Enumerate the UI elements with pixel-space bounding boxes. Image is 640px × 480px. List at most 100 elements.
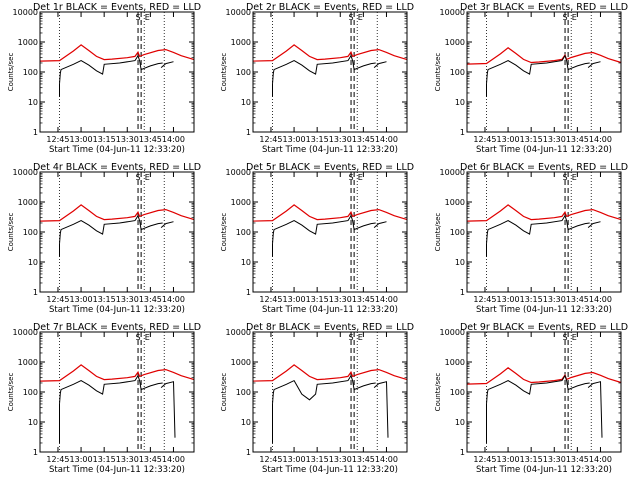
marker-label: S [563,173,568,182]
series-events-segment [373,381,389,438]
plot-frame [252,331,408,453]
marker-label: S [136,13,141,22]
panel-title: Det 5r BLACK = Events, RED = LLD [246,162,414,173]
y-tick-label: 10000 [440,8,465,17]
x-tick-label: 13:15 [93,295,116,304]
x-tick-label: 13:45 [139,455,162,464]
series-events-segment [373,61,387,68]
marker-label: S [136,173,141,182]
x-axis-label: Start Time (04-Jun-11 12:33:20) [262,145,398,155]
x-tick-label: 13:30 [116,455,139,464]
x-tick-label: 13:30 [329,295,352,304]
y-axis-label: Counts/sec [220,373,228,412]
marker-label: E [145,173,150,182]
y-axis-label: Counts/sec [7,373,15,412]
y-tick-label: 10000 [13,8,38,17]
x-axis-label: Start Time (04-Jun-11 12:33:20) [476,305,612,315]
y-tick-label: 100 [236,388,251,397]
y-axis-label: Counts/sec [7,53,15,92]
x-tick-label: 13:00 [497,455,520,464]
y-tick-label: 1000 [18,38,38,47]
y-tick-label: 100 [450,68,465,77]
panel-title: Det 8r BLACK = Events, RED = LLD [246,322,414,333]
plot-frame [466,11,622,133]
x-tick-label: 13:45 [352,135,375,144]
series-events [486,214,590,244]
x-tick-label: 12:45 [259,135,282,144]
panel-title: Det 9r BLACK = Events, RED = LLD [460,322,628,333]
x-tick-label: 13:00 [70,295,93,304]
y-tick-label: 10 [241,98,251,107]
panel-title: Det 6r BLACK = Events, RED = LLD [460,162,628,173]
x-tick-label: 13:45 [352,295,375,304]
y-tick-label: 10000 [440,328,465,337]
y-tick-label: 1 [460,288,465,297]
y-tick-label: 10 [241,258,251,267]
y-axis-label: Counts/sec [220,53,228,92]
y-tick-label: 1 [33,448,38,457]
x-tick-label: 13:30 [116,295,139,304]
marker-label: S [349,333,354,342]
x-tick-label: 12:45 [46,295,69,304]
marker-label: E [145,13,150,22]
y-tick-label: 1 [460,128,465,137]
x-tick-label: 14:00 [589,455,612,464]
series-events [272,214,376,244]
y-tick-label: 1000 [231,38,251,47]
x-tick-label: 12:45 [473,135,496,144]
x-tick-label: 13:15 [306,135,329,144]
plot-frame [39,11,195,133]
x-tick-label: 13:15 [306,295,329,304]
series-events [486,54,590,84]
series-lld [466,204,622,222]
y-tick-label: 10000 [226,328,251,337]
series-events-segment [373,221,387,228]
x-tick-label: 14:00 [162,455,185,464]
x-axis-label: Start Time (04-Jun-11 12:33:20) [262,465,398,475]
x-axis-label: Start Time (04-Jun-11 12:33:20) [476,465,612,475]
series-events [59,374,163,404]
plot-frame [39,171,195,293]
x-tick-label: 12:45 [259,295,282,304]
series-lld [39,44,195,62]
x-tick-label: 14:00 [375,135,398,144]
y-tick-label: 100 [23,388,38,397]
series-events-segment [160,221,174,228]
series-lld [252,204,408,222]
marker-label: S [563,13,568,22]
y-axis-label: Counts/sec [434,213,442,252]
x-tick-label: 12:45 [473,455,496,464]
marker-label: S [349,13,354,22]
series-events [59,214,163,244]
y-tick-label: 1000 [445,358,465,367]
y-tick-label: 10 [28,258,38,267]
y-tick-label: 10000 [440,168,465,177]
y-tick-label: 100 [23,228,38,237]
y-tick-label: 10 [28,98,38,107]
marker-label: E [572,333,577,342]
series-events-segment [587,221,601,228]
x-tick-label: 13:30 [329,135,352,144]
x-tick-label: 13:00 [497,135,520,144]
y-tick-label: 1 [246,448,251,457]
y-tick-label: 1000 [445,198,465,207]
y-tick-label: 100 [236,228,251,237]
y-tick-label: 10 [241,418,251,427]
x-tick-label: 14:00 [375,295,398,304]
panel-title: Det 2r BLACK = Events, RED = LLD [246,2,414,13]
x-tick-label: 13:15 [93,135,116,144]
marker-label: S [136,333,141,342]
x-tick-label: 13:45 [566,455,589,464]
y-tick-label: 1 [460,448,465,457]
y-tick-label: 10000 [226,168,251,177]
x-tick-label: 13:00 [70,455,93,464]
x-tick-label: 14:00 [162,295,185,304]
marker-label: E [358,13,363,22]
series-events [59,54,163,84]
